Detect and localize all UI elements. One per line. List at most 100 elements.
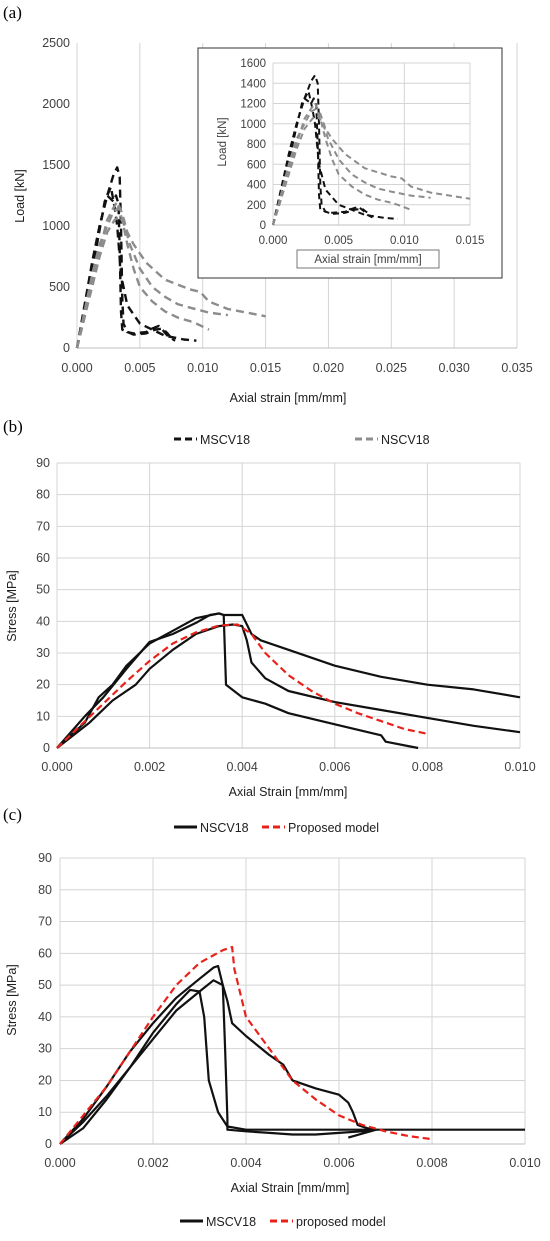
inset-y-tick-label: 1400 bbox=[240, 78, 266, 90]
panel-a-x-tick-label: 0.010 bbox=[187, 361, 218, 375]
inset-series-mscv18 bbox=[272, 74, 376, 226]
panel-a-y-tick-label: 1000 bbox=[42, 219, 70, 233]
panel-c-y-tick-label: 40 bbox=[38, 1010, 52, 1024]
inset-frame bbox=[197, 47, 503, 279]
inset-x-tick-label: 0.000 bbox=[259, 235, 288, 247]
panel-b-grid bbox=[56, 462, 521, 749]
panel-a-xlabel: Axial strain [mm/mm] bbox=[230, 391, 347, 405]
panel-a-y-tick-label: 500 bbox=[49, 280, 70, 294]
inset-y-tick-label: 0 bbox=[260, 220, 266, 232]
inset-y-tick-label: 800 bbox=[247, 139, 266, 151]
panel-c-x-tick-label: 0.010 bbox=[509, 1156, 540, 1170]
panel-a-y-tick-label: 2000 bbox=[42, 97, 70, 111]
panel-a-x-tick-label: 0.020 bbox=[313, 361, 344, 375]
panel-a-series bbox=[75, 166, 266, 349]
panel-b-x-tick-label: 0.008 bbox=[412, 760, 443, 774]
panel-a-x-tick-label: 0.025 bbox=[376, 361, 407, 375]
inset-y-tick-label: 200 bbox=[247, 200, 266, 212]
inset-x-tick-label: 0.015 bbox=[456, 235, 485, 247]
panel-b-y-tick-label: 90 bbox=[36, 456, 50, 470]
inset-series-nscv18 bbox=[272, 102, 471, 226]
panel-c-series-mscv18 bbox=[59, 964, 378, 1145]
panel-c-y-tick-label: 70 bbox=[38, 915, 52, 929]
inset-y-tick-label: 1000 bbox=[240, 119, 266, 131]
panel-a-series-nscv18 bbox=[75, 206, 210, 349]
inset-x-tick-label: 0.005 bbox=[324, 235, 353, 247]
panel-c-x-tick-label: 0.006 bbox=[323, 1156, 354, 1170]
legend-c: MSCV18 proposed model bbox=[180, 1215, 386, 1229]
panel-c-series-mscv18 bbox=[59, 979, 377, 1145]
panel-b: (b) 0.000 0.002 0.004 0.006 0.008 0.010 0 10 20 3… bbox=[3, 417, 536, 799]
panel-a-inset: 0.000 0.005 0.010 0.015 0 200 400 600 800 1000 120… bbox=[197, 47, 503, 279]
panel-c-x-tick-label: 0.002 bbox=[137, 1156, 168, 1170]
legend-b: NSCV18 Proposed model bbox=[174, 821, 379, 835]
panel-c-label: (c) bbox=[3, 805, 22, 824]
panel-b-label: (b) bbox=[3, 417, 23, 436]
legend-a-label-0: MSCV18 bbox=[200, 433, 250, 447]
panel-c-y-tick-label: 30 bbox=[38, 1042, 52, 1056]
panel-b-ylabel: Stress [MPa] bbox=[5, 570, 19, 642]
panel-c-x-tick-label: 0.004 bbox=[230, 1156, 261, 1170]
panel-b-series-nscv18 bbox=[56, 612, 521, 749]
panel-a-y-tick-label: 2500 bbox=[42, 36, 70, 50]
inset-ylabel: Load [kN] bbox=[217, 117, 229, 166]
panel-a-series-nscv18 bbox=[75, 215, 229, 349]
panel-a-x-tick-label: 0.005 bbox=[124, 361, 155, 375]
panel-b-y-tick-label: 20 bbox=[36, 678, 50, 692]
panel-c-y-tick-label: 90 bbox=[38, 851, 52, 865]
panel-b-y-tick-label: 10 bbox=[36, 709, 50, 723]
panel-b-xlabel: Axial Strain [mm/mm] bbox=[229, 785, 348, 799]
legend-c-label-1: proposed model bbox=[296, 1215, 386, 1229]
panel-b-y-tick-label: 30 bbox=[36, 646, 50, 660]
inset-series bbox=[272, 74, 471, 226]
panel-c-y-tick-label: 80 bbox=[38, 883, 52, 897]
panel-a-x-tick-label: 0.030 bbox=[439, 361, 470, 375]
panel-a-x-tick-label: 0.035 bbox=[501, 361, 532, 375]
panel-a-x-tick-label: 0.000 bbox=[61, 361, 92, 375]
inset-y-tick-label: 600 bbox=[247, 159, 266, 171]
panel-a-x-tick-label: 0.015 bbox=[250, 361, 281, 375]
legend-b-label-1: Proposed model bbox=[288, 821, 379, 835]
panel-a-series-nscv18 bbox=[75, 200, 266, 349]
legend-a: MSCV18 NSCV18 bbox=[174, 433, 430, 447]
panel-c-series bbox=[59, 945, 525, 1145]
panel-b-series-nscv18 bbox=[56, 612, 419, 750]
panel-c-y-tick-label: 60 bbox=[38, 946, 52, 960]
panel-c-x-tick-label: 0.000 bbox=[44, 1156, 75, 1170]
panel-a: (a) 0.000 0.005 0.010 0.015 0.020 0.025 0.030 0… bbox=[3, 3, 533, 405]
inset-y-tick-label: 400 bbox=[247, 180, 266, 192]
panel-b-y-tick-label: 70 bbox=[36, 519, 50, 533]
inset-y-tick-label: 1200 bbox=[240, 99, 266, 111]
panel-b-series bbox=[56, 612, 521, 750]
panel-b-x-tick-label: 0.002 bbox=[134, 760, 165, 774]
inset-ticks: 0.000 0.005 0.010 0.015 0 200 400 600 800 1000 120… bbox=[240, 58, 484, 247]
panel-b-y-tick-label: 0 bbox=[43, 741, 50, 755]
panel-a-label: (a) bbox=[3, 3, 22, 22]
panel-b-x-tick-label: 0.010 bbox=[504, 760, 535, 774]
panel-c: (c) 0.000 0.002 0.004 0.006 0.008 0.010 0 10 20 3… bbox=[3, 805, 541, 1195]
panel-c-ylabel: Stress [MPa] bbox=[5, 964, 19, 1036]
legend-c-label-0: MSCV18 bbox=[206, 1215, 256, 1229]
legend-b-label-0: NSCV18 bbox=[200, 821, 249, 835]
panel-b-y-tick-label: 60 bbox=[36, 551, 50, 565]
panel-a-ticks: 0.000 0.005 0.010 0.015 0.020 0.025 0.030 0.035… bbox=[42, 36, 533, 375]
panel-c-y-tick-label: 0 bbox=[45, 1137, 52, 1151]
inset-xlabel: Axial strain [mm/mm] bbox=[314, 254, 421, 266]
inset-series-nscv18 bbox=[272, 107, 412, 226]
panel-b-y-tick-label: 50 bbox=[36, 583, 50, 597]
panel-b-x-tick-label: 0.000 bbox=[41, 760, 72, 774]
inset-series-nscv18 bbox=[272, 114, 431, 226]
legend-a-label-1: NSCV18 bbox=[381, 433, 430, 447]
panel-c-series-proposed-model bbox=[59, 945, 433, 1145]
panel-b-y-tick-label: 40 bbox=[36, 614, 50, 628]
panel-c-x-tick-label: 0.008 bbox=[416, 1156, 447, 1170]
panel-b-x-tick-label: 0.006 bbox=[319, 760, 350, 774]
panel-b-series-proposed-model bbox=[56, 623, 428, 749]
panel-b-y-tick-label: 80 bbox=[36, 488, 50, 502]
inset-xlabel-box bbox=[296, 249, 440, 269]
panel-c-y-tick-label: 50 bbox=[38, 978, 52, 992]
panel-c-y-tick-label: 10 bbox=[38, 1105, 52, 1119]
panel-a-series-mscv18 bbox=[75, 166, 176, 349]
panel-c-ticks: 0.000 0.002 0.004 0.006 0.008 0.010 0 10 20 30 40 5… bbox=[38, 851, 541, 1170]
inset-y-tick-label: 1600 bbox=[240, 58, 266, 70]
